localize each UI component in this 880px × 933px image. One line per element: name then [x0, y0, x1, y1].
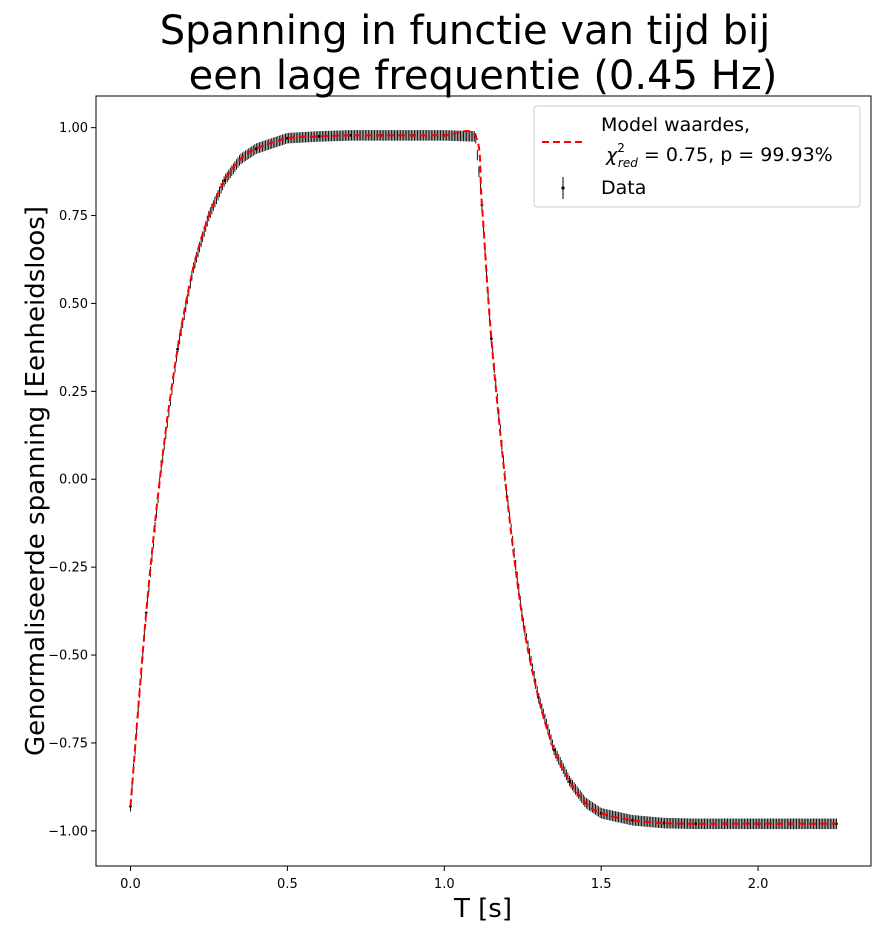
x-tick-label: 0.0: [120, 877, 141, 892]
plot-frame: [95, 95, 872, 867]
legend-model-chi: χ2 red = 0.75, p = 99.93%: [605, 141, 833, 170]
series-layer: [129, 130, 838, 830]
data-point: [662, 821, 666, 825]
y-tick-label: −0.25: [48, 561, 88, 576]
x-tick-label: 0.5: [277, 877, 298, 892]
legend: Model waardes, χ2 red = 0.75, p = 99.93% …: [533, 105, 861, 208]
y-tick-label: −0.50: [48, 649, 88, 664]
y-tick-label: −0.75: [48, 736, 88, 751]
data-point: [489, 337, 493, 341]
legend-chi-sup: 2: [617, 141, 625, 155]
x-tick-label: 1.0: [434, 877, 455, 892]
chart-title-line-2: een lage frequentie (0.45 Hz): [189, 53, 778, 99]
legend-chi-sub: red: [618, 156, 638, 170]
y-tick-label: −1.00: [48, 824, 88, 839]
x-axis-label: T [s]: [453, 894, 512, 924]
legend-box: [533, 105, 861, 208]
x-tick-label: 2.0: [748, 877, 769, 892]
y-tick-label: 0.50: [59, 297, 88, 312]
y-tick-label: 0.25: [59, 385, 88, 400]
legend-data-marker: [561, 186, 565, 190]
y-tick-label: 0.75: [59, 209, 88, 224]
y-axis: 1.00 0.75 0.50 0.25 0.00 −0.25 −0.50 −0.75 −1.00: [48, 121, 96, 839]
x-tick-label: 1.5: [591, 877, 612, 892]
chart-title-line-1: Spanning in functie van tijd bij: [160, 8, 771, 54]
legend-chi-rest: = 0.75, p = 99.93%: [638, 144, 833, 166]
legend-chi-symbol: χ: [605, 144, 618, 166]
y-tick-label: 1.00: [59, 121, 88, 136]
data-point: [317, 135, 321, 138]
x-axis: 0.0 0.5 1.0 1.5 2.0: [120, 866, 768, 892]
data-point: [223, 178, 227, 182]
data-point: [176, 347, 179, 351]
legend-data-label: Data: [601, 177, 646, 199]
y-axis-label: Genormaliseerde spanning [Eenheidsloos]: [21, 206, 51, 756]
y-tick-label: 0.00: [59, 473, 88, 488]
data-point: [568, 780, 572, 784]
data-point: [285, 136, 289, 140]
model-series-line: [129, 130, 837, 825]
legend-model-label: Model waardes,: [601, 114, 750, 136]
